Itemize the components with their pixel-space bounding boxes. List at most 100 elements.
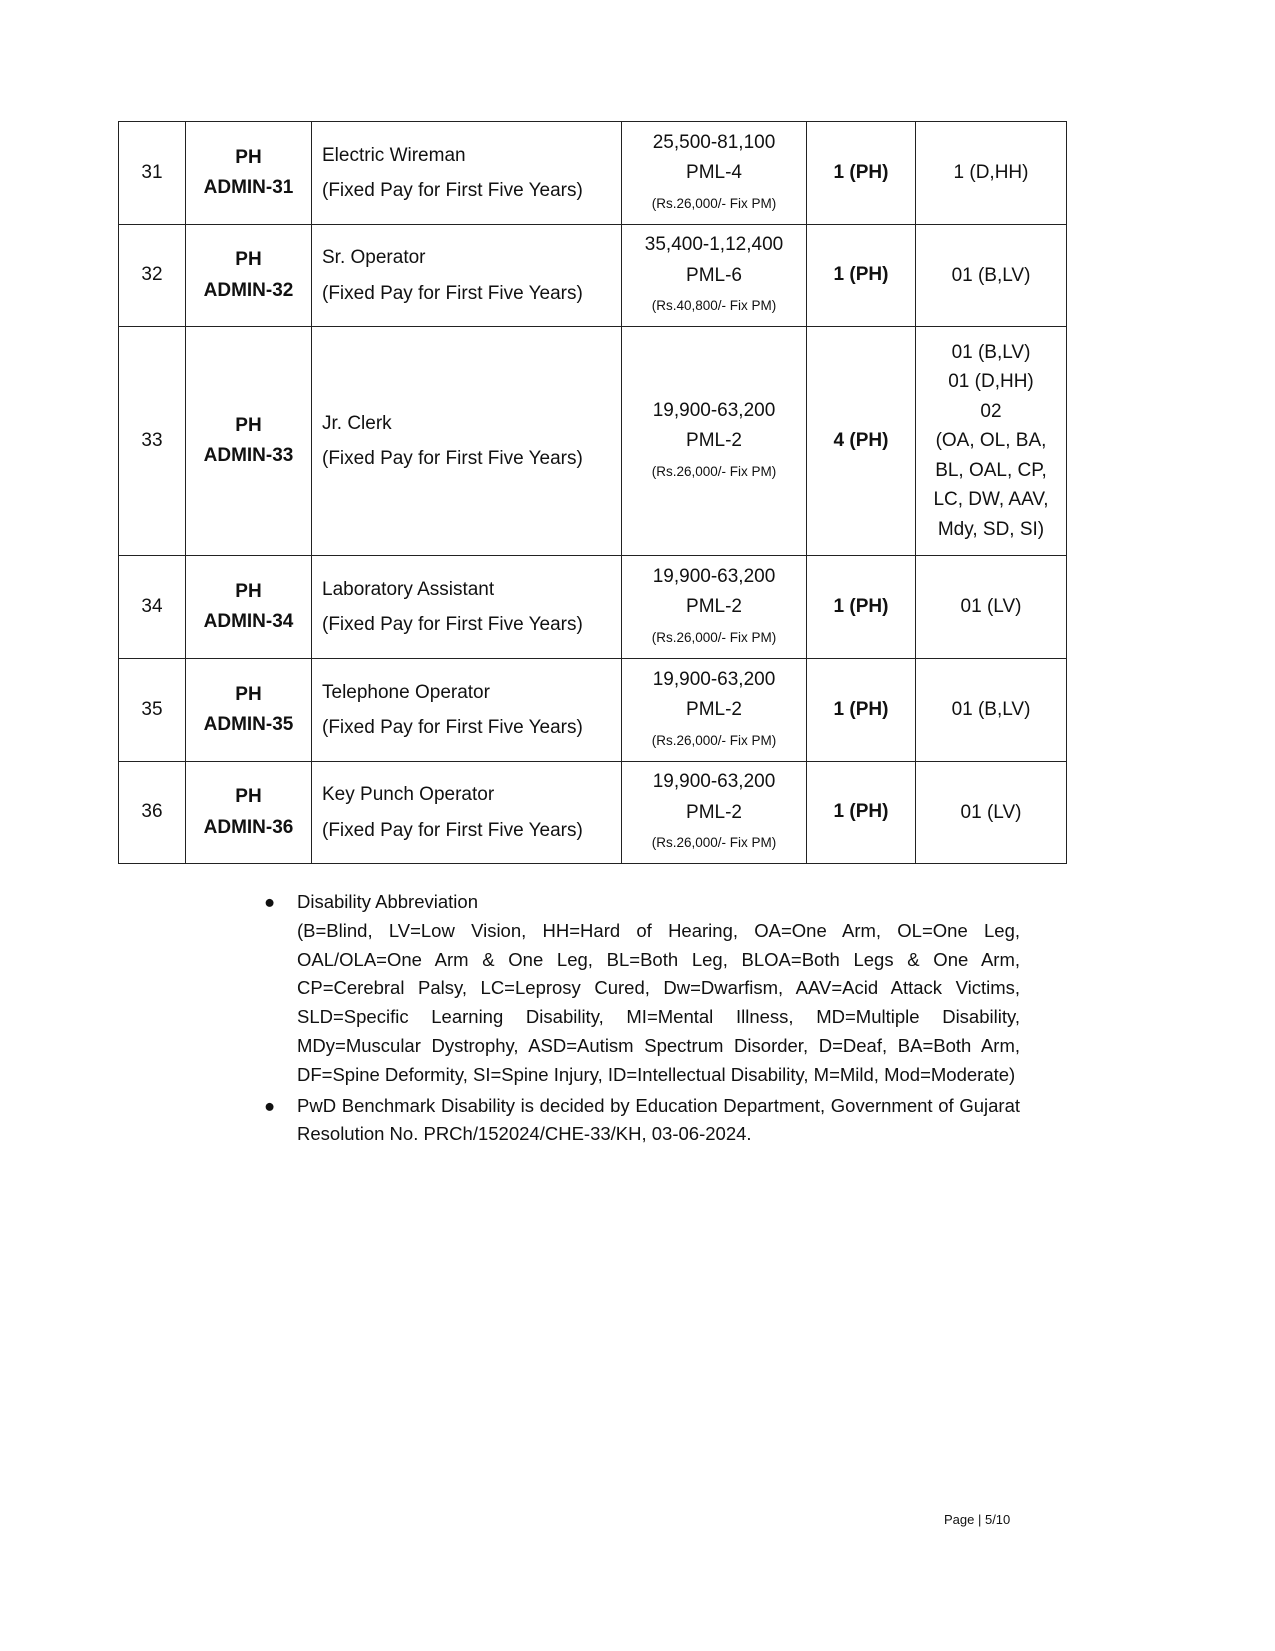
disability-category: 1 (D,HH)	[915, 121, 1067, 225]
fix-pay: (Rs.26,000/- Fix PM)	[651, 835, 777, 851]
note-text: PwD Benchmark Disability is decided by E…	[297, 1094, 1020, 1145]
pay-scale: 19,900-63,200 PML-2 (Rs.26,000/- Fix PM)	[621, 658, 807, 762]
post-code-prefix: PH	[235, 786, 262, 808]
bullet-icon: ●	[264, 1094, 276, 1116]
post-name: Laboratory Assistant (Fixed Pay for First…	[311, 555, 622, 659]
disability-category: 01 (B,LV)	[915, 224, 1067, 327]
post-title: Telephone Operator	[322, 681, 490, 703]
post-code-id: ADMIN-36	[203, 816, 294, 838]
post-code-prefix: PH	[235, 146, 262, 168]
pay-range: 35,400-1,12,400	[644, 234, 784, 256]
disability-category: 01 (LV)	[915, 761, 1067, 864]
vacancy: 1 (PH)	[806, 224, 916, 327]
pay-scale: 25,500-81,100 PML-4 (Rs.26,000/- Fix PM)	[621, 121, 807, 225]
post-title: Key Punch Operator	[322, 784, 495, 806]
fix-pay: (Rs.26,000/- Fix PM)	[651, 732, 777, 748]
serial-number: 33	[118, 326, 186, 556]
disability-line: (OA, OL, BA,	[935, 430, 1047, 452]
disability-line: 01 (B,LV)	[951, 341, 1031, 363]
pay-scale: 19,900-63,200 PML-2 (Rs.26,000/- Fix PM)	[621, 761, 807, 864]
serial-number: 31	[118, 121, 186, 225]
disability-line: 01 (D,HH)	[948, 371, 1034, 393]
note-text: (B=Blind, LV=Low Vision, HH=Hard of Hear…	[297, 919, 1020, 1085]
disability-line: Mdy, SD, SI)	[937, 518, 1045, 540]
disability-category: 01 (B,LV) 01 (D,HH) 02 (OA, OL, BA, BL, OAL,…	[915, 326, 1067, 556]
post-code-prefix: PH	[235, 580, 262, 602]
post-note: (Fixed Pay for First Five Years)	[322, 717, 583, 738]
post-title: Sr. Operator	[322, 247, 426, 269]
note-disability-abbreviation: ● Disability Abbreviation (B=Blind, LV=L…	[264, 888, 1020, 1090]
post-code-id: ADMIN-35	[203, 714, 294, 735]
pay-level: PML-4	[686, 162, 742, 184]
disability-line: BL, OAL, CP,	[935, 459, 1047, 481]
vacancy: 1 (PH)	[806, 761, 916, 864]
serial-number: 34	[118, 555, 186, 659]
fix-pay: (Rs.40,800/- Fix PM)	[651, 298, 777, 314]
post-note: (Fixed Pay for First Five Years)	[322, 180, 583, 201]
pay-level: PML-2	[686, 801, 742, 823]
pay-scale: 19,900-63,200 PML-2 (Rs.26,000/- Fix PM)	[621, 326, 807, 556]
pay-level: PML-2	[686, 596, 742, 618]
post-code-prefix: PH	[235, 683, 262, 705]
post-code-id: ADMIN-34	[203, 611, 294, 632]
pay-scale: 35,400-1,12,400 PML-6 (Rs.40,800/- Fix PM)	[621, 224, 807, 327]
pay-range: 19,900-63,200	[652, 565, 776, 587]
note-heading: Disability Abbreviation	[297, 891, 478, 912]
post-code-id: ADMIN-31	[203, 177, 294, 198]
post-name: Jr. Clerk (Fixed Pay for First Five Years…	[311, 326, 622, 556]
pay-level: PML-2	[686, 699, 742, 721]
vacancy: 1 (PH)	[806, 555, 916, 659]
post-code: PH ADMIN-33	[185, 326, 312, 556]
note-benchmark: ● PwD Benchmark Disability is decided by…	[264, 1092, 1020, 1150]
bullet-icon: ●	[264, 891, 276, 912]
disability-line: 01 (B,LV)	[951, 264, 1031, 286]
serial-number: 36	[118, 761, 186, 864]
serial-number: 35	[118, 658, 186, 762]
post-name: Telephone Operator (Fixed Pay for First F…	[311, 658, 622, 762]
table-row: 32 PH ADMIN-32 Sr. Operator (Fixed Pay for…	[118, 224, 1067, 327]
fix-pay: (Rs.26,000/- Fix PM)	[651, 195, 777, 211]
pay-level: PML-6	[686, 264, 742, 286]
fix-pay: (Rs.26,000/- Fix PM)	[651, 463, 777, 479]
disability-category: 01 (LV)	[915, 555, 1067, 659]
post-code-prefix: PH	[235, 249, 262, 271]
post-name: Electric Wireman (Fixed Pay for First Fiv…	[311, 121, 622, 225]
post-name: Sr. Operator (Fixed Pay for First Five Ye…	[311, 224, 622, 327]
post-note: (Fixed Pay for First Five Years)	[322, 282, 583, 304]
post-code: PH ADMIN-31	[185, 121, 312, 225]
notes: ● Disability Abbreviation (B=Blind, LV=L…	[264, 888, 1020, 1150]
vacancy-table: 31 PH ADMIN-31 Electric Wireman (Fixed Pay…	[118, 121, 1067, 864]
serial-number: 32	[118, 224, 186, 327]
post-code: PH ADMIN-32	[185, 224, 312, 327]
post-code-id: ADMIN-32	[203, 279, 294, 301]
pay-range: 19,900-63,200	[652, 399, 776, 421]
disability-category: 01 (B,LV)	[915, 658, 1067, 762]
post-note: (Fixed Pay for First Five Years)	[322, 614, 583, 635]
disability-line: 01 (B,LV)	[951, 699, 1031, 721]
post-code: PH ADMIN-34	[185, 555, 312, 659]
disability-line: 02	[980, 400, 1002, 422]
page-number: Page | 5/10	[944, 1512, 1011, 1527]
disability-line: 01 (LV)	[960, 801, 1022, 823]
post-code-prefix: PH	[235, 414, 262, 436]
pay-range: 19,900-63,200	[652, 668, 776, 690]
disability-line: LC, DW, AAV,	[933, 489, 1049, 511]
post-name: Key Punch Operator (Fixed Pay for First F…	[311, 761, 622, 864]
table-row: 36 PH ADMIN-36 Key Punch Operator (Fixed P…	[118, 761, 1067, 864]
post-title: Electric Wireman	[322, 144, 466, 166]
table-row: 31 PH ADMIN-31 Electric Wireman (Fixed Pay…	[118, 121, 1067, 225]
fix-pay: (Rs.26,000/- Fix PM)	[651, 629, 777, 645]
post-note: (Fixed Pay for First Five Years)	[322, 448, 583, 469]
pay-scale: 19,900-63,200 PML-2 (Rs.26,000/- Fix PM)	[621, 555, 807, 659]
pay-level: PML-2	[686, 430, 742, 452]
table-row: 33 PH ADMIN-33 Jr. Clerk (Fixed Pay for Fi…	[118, 326, 1067, 556]
post-code-id: ADMIN-33	[203, 445, 294, 466]
pay-range: 25,500-81,100	[652, 131, 776, 153]
table-row: 35 PH ADMIN-35 Telephone Operator (Fixed P…	[118, 658, 1067, 762]
vacancy: 4 (PH)	[806, 326, 916, 556]
post-code: PH ADMIN-35	[185, 658, 312, 762]
vacancy: 1 (PH)	[806, 658, 916, 762]
vacancy: 1 (PH)	[806, 121, 916, 225]
post-code: PH ADMIN-36	[185, 761, 312, 864]
disability-line: 1 (D,HH)	[953, 162, 1029, 184]
